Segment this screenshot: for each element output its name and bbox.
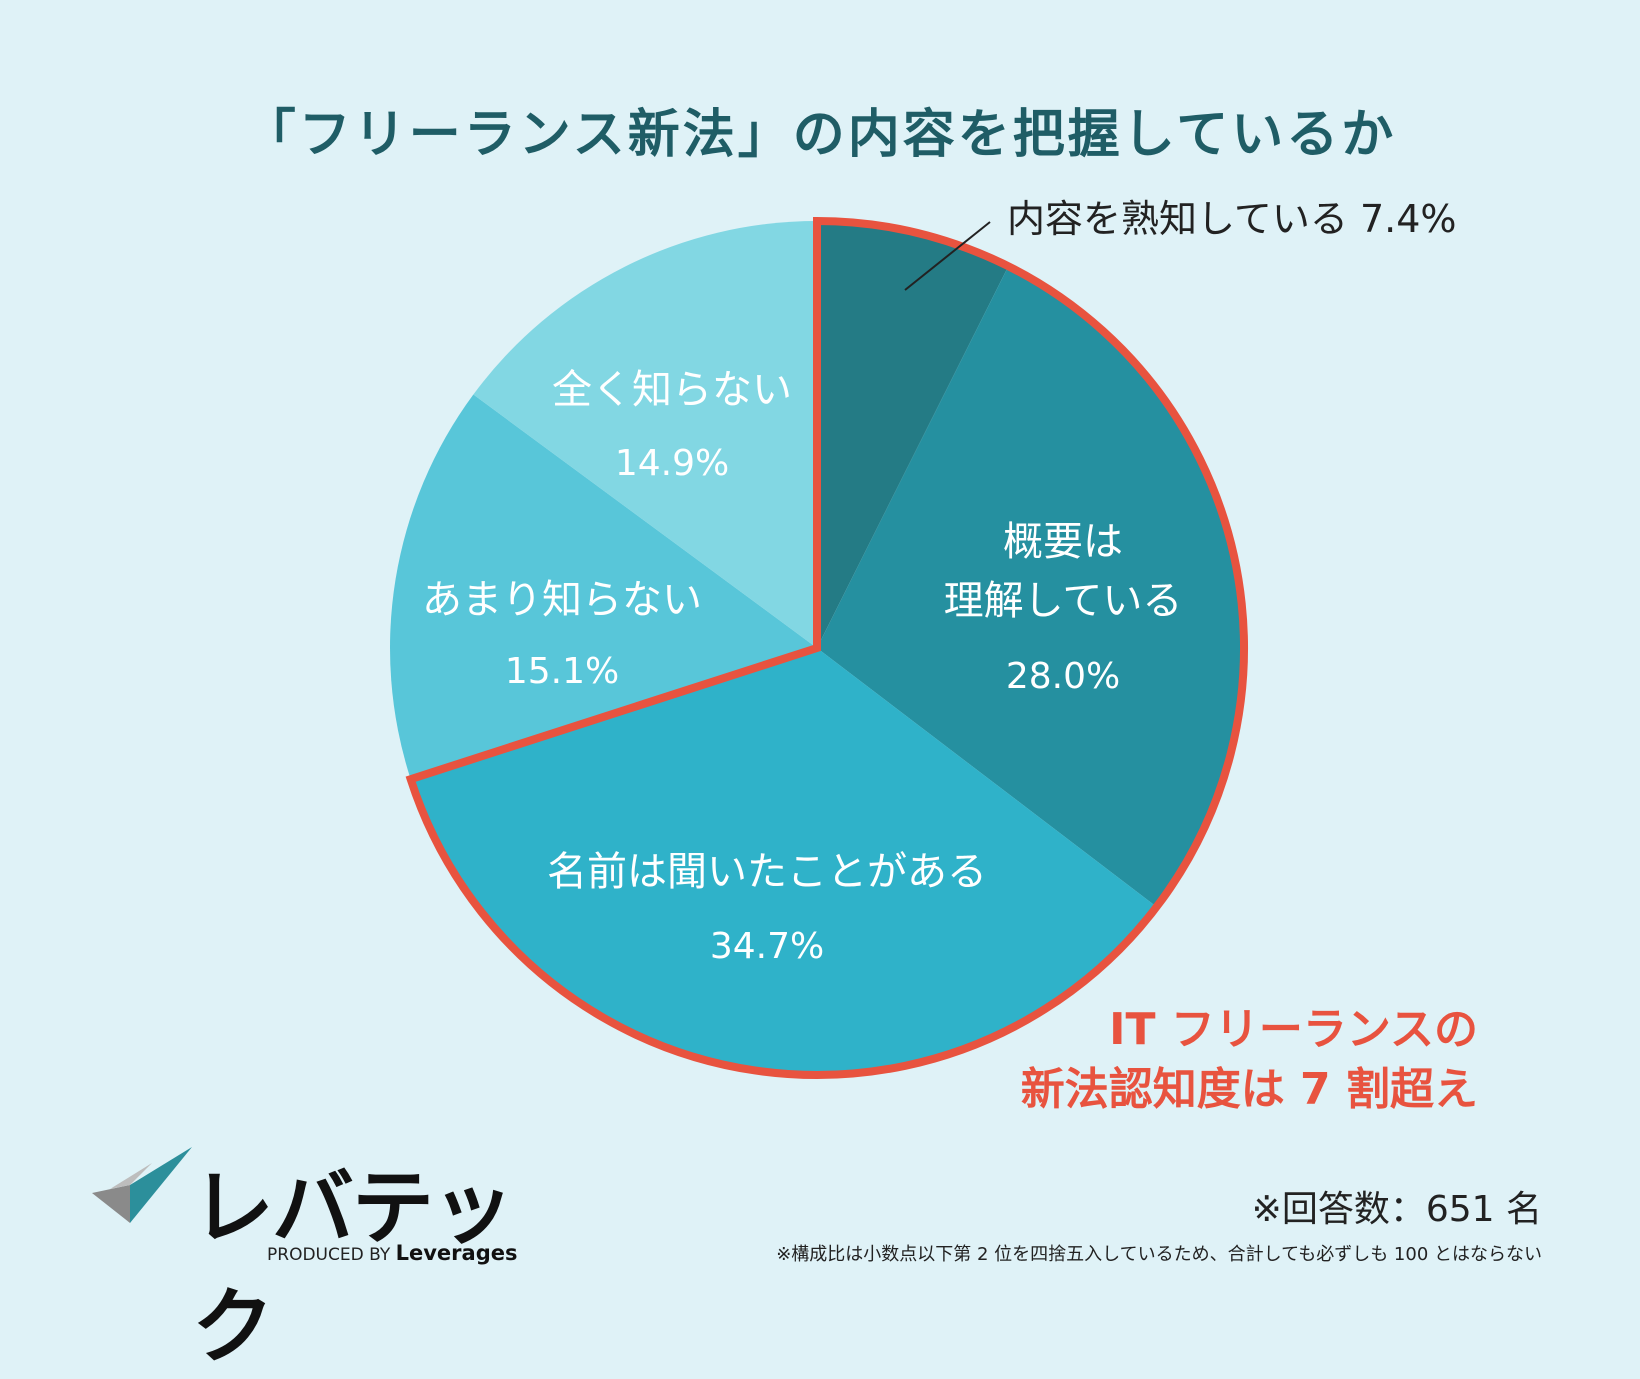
pie-slice: [410, 648, 1157, 1075]
highlight-outline: [405, 216, 1248, 1079]
company-name: Leverages: [395, 1241, 518, 1265]
footnote: ※構成比は小数点以下第 2 位を四捨五入しているため、合計しても必ずしも 100…: [776, 1244, 1542, 1265]
brand-produced-by: PRODUCED BY Leverages: [267, 1241, 517, 1265]
leader-line: [904, 221, 991, 291]
pie-slice: [473, 221, 817, 648]
pie-slice: [817, 266, 1244, 907]
chart-title: 「フリーランス新法」の内容を把握しているか: [243, 105, 1397, 165]
brand-logo: レバテック PRODUCED BY Leverages: [92, 1145, 532, 1375]
slice-value: 14.9%: [615, 443, 729, 484]
slice-label: 全く知らない: [552, 367, 792, 413]
callout-line2: 新法認知度は 7 割超え: [1020, 1064, 1478, 1115]
slice-label: 名前は聞いたことがある: [547, 849, 987, 895]
pie-slice: [390, 394, 817, 780]
slice-label: 理解している: [944, 578, 1183, 624]
slice-value: 34.7%: [710, 926, 824, 967]
slice-value: 15.1%: [505, 651, 619, 692]
produced-by-label: PRODUCED BY: [267, 1245, 391, 1265]
slice-label: 内容を熟知している 7.4%: [1007, 197, 1456, 241]
slice-label: あまり知らない: [422, 577, 702, 623]
logo-mark-icon: [92, 1147, 192, 1223]
callout: IT フリーランスの 新法認知度は 7 割超え: [1021, 1000, 1478, 1120]
slice-value: 28.0%: [1006, 656, 1120, 697]
slice-label: 概要は: [1003, 519, 1123, 565]
pie-slice: [817, 221, 1009, 648]
respondents-count: ※回答数：651 名: [1251, 1189, 1542, 1230]
callout-line1: IT フリーランスの: [1109, 1004, 1478, 1055]
